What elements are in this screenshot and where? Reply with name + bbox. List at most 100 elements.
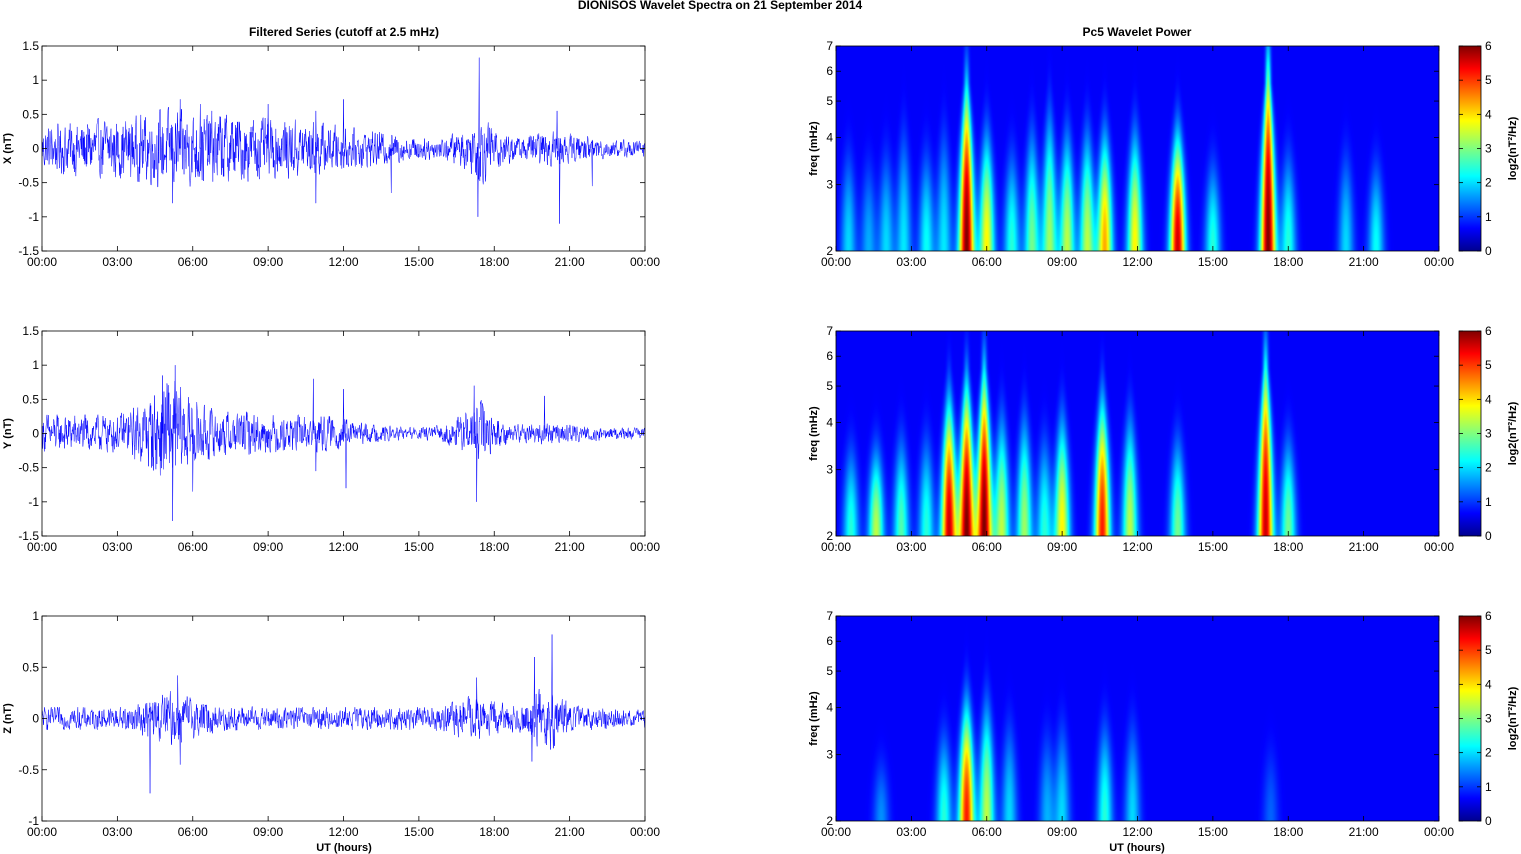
x-tick-label: 09:00	[1047, 825, 1077, 839]
x-tick-label: 09:00	[253, 255, 283, 269]
figure-title: DIONISOS Wavelet Spectra on 21 September…	[578, 0, 863, 12]
y-axis-label: X (nT)	[2, 133, 14, 164]
x-tick-label: 06:00	[178, 540, 208, 554]
wavelet-panel-z: 2 3 4 5 6 7 00:00 03:00 06:00 09:00 12:00 15:00 18:0…	[808, 609, 1519, 839]
colorbar-tick-label: 3	[1485, 142, 1492, 156]
x-tick-label: 03:00	[102, 540, 132, 554]
x-tick-label: 03:00	[896, 255, 926, 269]
left-column-title: Filtered Series (cutoff at 2.5 mHz)	[249, 25, 439, 39]
x-tick-label: 00:00	[1424, 825, 1454, 839]
colorbar-label: log2(nT²/Hz)	[1507, 401, 1519, 465]
heatmap-canvas	[836, 46, 1439, 251]
y-axis-label: Z (nT)	[2, 703, 14, 734]
y-axis-label: freq (mHz)	[808, 691, 820, 746]
x-tick-label: 00:00	[821, 540, 851, 554]
y-tick-label: 0	[32, 142, 39, 156]
colorbar-tick-label: 6	[1485, 324, 1492, 338]
series-line-x	[41, 57, 646, 224]
colorbar-tick-label: 4	[1485, 107, 1492, 121]
colorbar-tick-label: 1	[1485, 780, 1492, 794]
x-tick-label: 21:00	[1349, 540, 1379, 554]
x-tick-label: 09:00	[253, 825, 283, 839]
heatmap-image	[836, 331, 1439, 536]
y-tick-label: 2	[826, 244, 833, 258]
colorbar-tick-label: 1	[1485, 210, 1492, 224]
x-tick-label: 06:00	[178, 825, 208, 839]
x-tick-label: 12:00	[328, 540, 358, 554]
x-tick-label: 06:00	[972, 540, 1002, 554]
y-tick-label: 6	[826, 349, 833, 363]
timeseries-panel-z: -1 -0.5 0 0.5 1 00:00 03:00 06:00 09:00 12:00 15:0…	[2, 609, 660, 839]
x-tick-label: 18:00	[1273, 255, 1303, 269]
colorbar-label: log2(nT²/Hz)	[1507, 116, 1519, 180]
series-line-z	[41, 634, 646, 794]
colorbar-tick-label: 0	[1485, 244, 1492, 258]
x-tick-label: 18:00	[479, 825, 509, 839]
colorbar-tick-label: 3	[1485, 712, 1492, 726]
y-tick-label: 1	[32, 73, 39, 87]
wavelet-panel-x: 2 3 4 5 6 7 00:00 03:00 06:00 09:00 12:00 15:00 18:0…	[808, 39, 1519, 269]
y-tick-label: 5	[826, 94, 833, 108]
x-tick-label: 00:00	[1424, 255, 1454, 269]
y-axis-label: freq (mHz)	[808, 406, 820, 461]
x-tick-label: 03:00	[102, 255, 132, 269]
heatmap-canvas	[836, 331, 1439, 536]
colorbar-tick-label: 5	[1485, 643, 1492, 657]
y-tick-label: 4	[826, 416, 833, 430]
colorbar-tick-label: 2	[1485, 461, 1492, 475]
x-tick-label: 18:00	[479, 255, 509, 269]
x-tick-label: 12:00	[1122, 255, 1152, 269]
timeseries-panel-x: -1.5 -1 -0.5 0 0.5 1 1.5 00:00 03:00 06:00 09:00 12…	[2, 39, 660, 269]
colorbar-tick-label: 1	[1485, 495, 1492, 509]
y-tick-label: -1	[28, 495, 39, 509]
x-tick-label: 15:00	[404, 540, 434, 554]
x-tick-label: 12:00	[328, 255, 358, 269]
x-tick-label: 12:00	[1122, 825, 1152, 839]
y-axis-label: freq (mHz)	[808, 121, 820, 176]
y-tick-label: 6	[826, 64, 833, 78]
wavelet-panel-y: 2 3 4 5 6 7 00:00 03:00 06:00 09:00 12:00 15:00 18:0…	[808, 324, 1519, 554]
y-tick-label: 3	[826, 178, 833, 192]
heatmap-image	[836, 46, 1439, 251]
y-tick-label: -1.5	[18, 529, 39, 543]
x-tick-label: 00:00	[821, 255, 851, 269]
y-tick-label: 4	[826, 131, 833, 145]
y-tick-label: 1.5	[22, 324, 39, 338]
colorbar-tick-label: 3	[1485, 427, 1492, 441]
y-tick-label: 7	[826, 324, 833, 338]
x-tick-label: 09:00	[1047, 255, 1077, 269]
x-tick-label: 18:00	[479, 540, 509, 554]
x-tick-label: 15:00	[404, 255, 434, 269]
x-tick-label: 15:00	[1198, 255, 1228, 269]
x-tick-label: 00:00	[27, 825, 57, 839]
x-tick-label: 03:00	[896, 540, 926, 554]
x-tick-label: 12:00	[1122, 540, 1152, 554]
y-tick-label: 4	[826, 701, 833, 715]
left-xlabel: UT (hours)	[316, 842, 372, 854]
colorbar-tick-label: 5	[1485, 358, 1492, 372]
y-tick-label: 0.5	[22, 392, 39, 406]
y-tick-label: 0	[32, 712, 39, 726]
y-tick-label: 3	[826, 748, 833, 762]
colorbar-label: log2(nT²/Hz)	[1507, 686, 1519, 750]
x-tick-label: 06:00	[972, 255, 1002, 269]
y-tick-label: 1	[32, 358, 39, 372]
right-xlabel: UT (hours)	[1109, 842, 1165, 854]
colorbar-tick-label: 2	[1485, 176, 1492, 190]
y-tick-label: -0.5	[18, 176, 39, 190]
colorbar-tick-label: 6	[1485, 609, 1492, 623]
y-tick-label: 6	[826, 634, 833, 648]
x-tick-label: 03:00	[102, 825, 132, 839]
x-tick-label: 00:00	[27, 255, 57, 269]
colorbar-tick-label: 6	[1485, 39, 1492, 53]
x-tick-label: 00:00	[630, 825, 660, 839]
x-tick-label: 15:00	[1198, 540, 1228, 554]
y-tick-label: -1.5	[18, 244, 39, 258]
y-tick-label: 1.5	[22, 39, 39, 53]
x-tick-label: 00:00	[821, 825, 851, 839]
timeseries-panel-y: -1.5 -1 -0.5 0 0.5 1 1.5 00:00 03:00 06:00 09:00 12…	[2, 324, 660, 554]
x-tick-label: 21:00	[555, 540, 585, 554]
x-tick-label: 21:00	[1349, 825, 1379, 839]
y-tick-label: 5	[826, 664, 833, 678]
